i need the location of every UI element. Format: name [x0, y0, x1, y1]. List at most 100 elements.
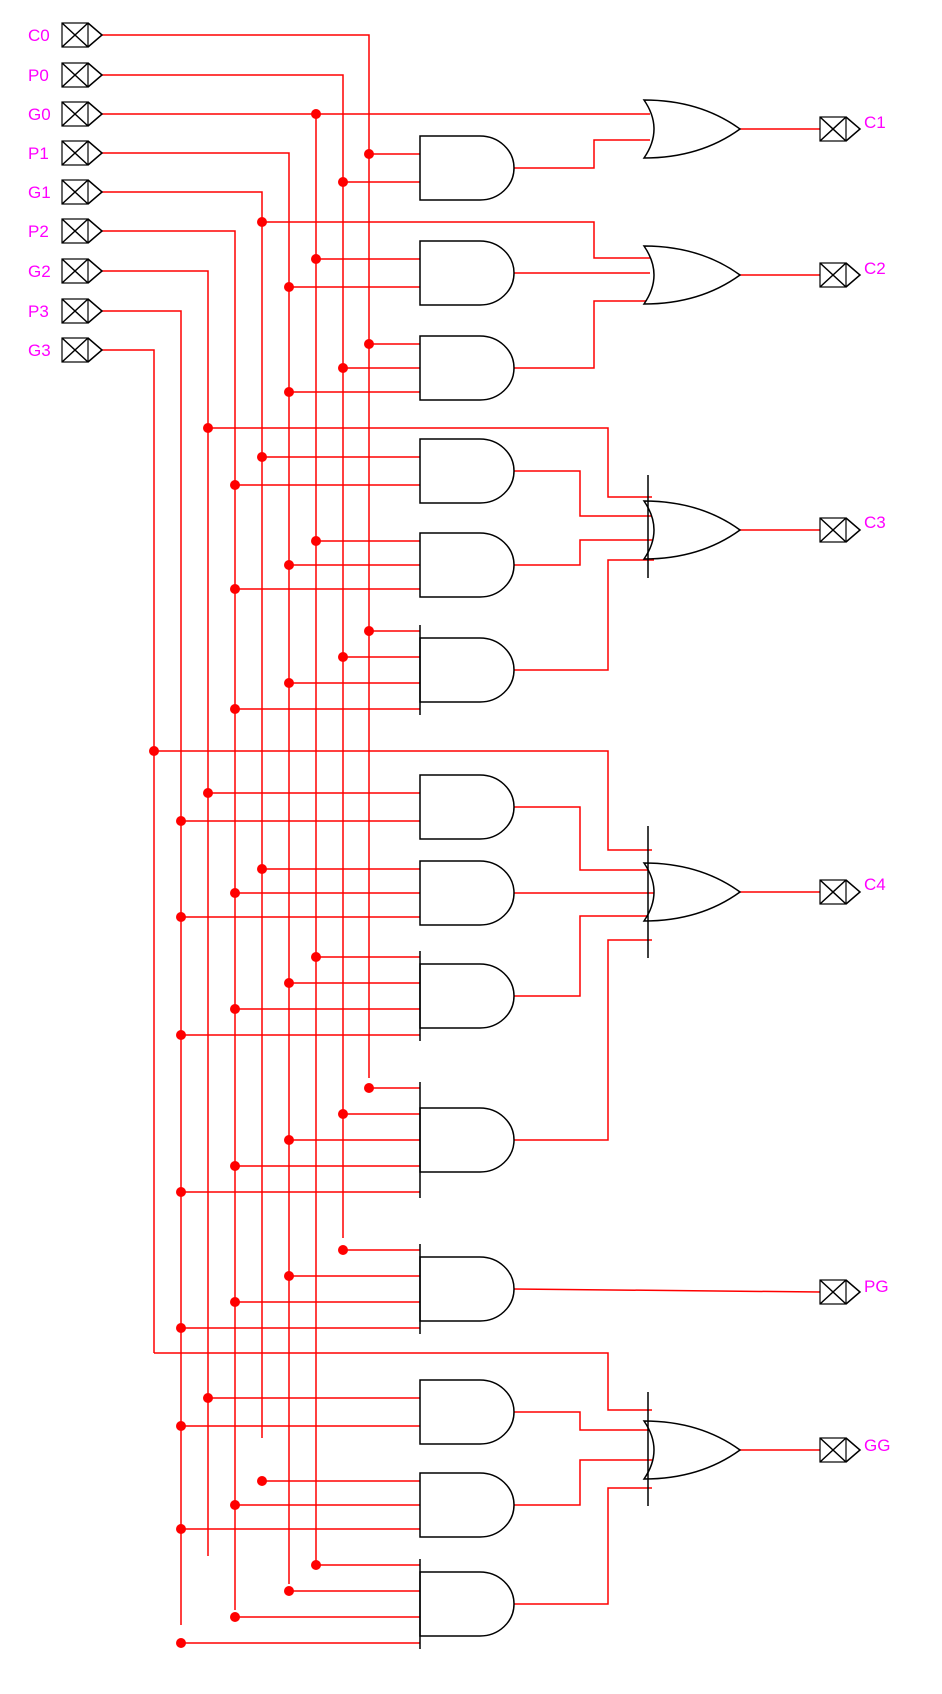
label-layer: C0 P0 G0 P1 G1 P2 G2 P3 G3 C1 C2 C3 C4 P… [28, 26, 890, 1455]
output-label-c4: C4 [864, 875, 886, 894]
input-bus-wire [102, 74, 344, 1238]
port-cross-icon [819, 1437, 847, 1463]
junction-dot [203, 1393, 213, 1403]
port-arrow-icon [87, 22, 104, 48]
output-label-c2: C2 [864, 259, 886, 278]
port-arrow-icon [87, 140, 104, 166]
port-cross-icon [61, 298, 89, 324]
junction-dot [284, 1135, 294, 1145]
and-to-or-wire [514, 470, 656, 517]
and-gate [419, 135, 515, 201]
port-arrow-icon [87, 337, 104, 363]
port-arrow-icon [845, 262, 862, 288]
junction-dot [230, 704, 240, 714]
input-bus-wire [102, 349, 155, 1353]
and-to-or-wire [514, 939, 652, 1141]
input-bus-wire [102, 191, 263, 1438]
junction-dot [338, 177, 348, 187]
junction-dot [311, 536, 321, 546]
and-to-or-wire [514, 1411, 656, 1431]
or-direct-wire [154, 750, 652, 851]
wire-layer [102, 34, 821, 1644]
junction-dot [257, 1476, 267, 1486]
port-cross-icon [61, 140, 89, 166]
output-label-c3: C3 [864, 513, 886, 532]
junction-dot [284, 560, 294, 570]
junction-dot [176, 1638, 186, 1648]
or-gate [642, 99, 742, 159]
port-arrow-icon [87, 62, 104, 88]
junction-dot [284, 978, 294, 988]
output-label-pg: PG [864, 1277, 889, 1296]
junction-dot [311, 952, 321, 962]
port-arrow-icon [87, 258, 104, 284]
junction-dot [284, 387, 294, 397]
junction-dot [338, 363, 348, 373]
port-arrow-icon [845, 879, 862, 905]
input-label-p3: P3 [28, 302, 49, 321]
junction-dot [364, 1083, 374, 1093]
and-gate [419, 532, 515, 598]
and-to-or-wire [514, 139, 650, 169]
and-gate [419, 1256, 515, 1322]
input-bus-wire [102, 230, 236, 1610]
junction-dot [284, 678, 294, 688]
junction-dot [311, 254, 321, 264]
and-to-or-wire [514, 1487, 652, 1605]
or-gate [642, 862, 742, 922]
junction-dot [203, 788, 213, 798]
and-gate [419, 438, 515, 504]
junction-dot [176, 1030, 186, 1040]
junction-dot [284, 1271, 294, 1281]
and-gate [419, 1379, 515, 1445]
junction-dot [176, 1323, 186, 1333]
input-label-g1: G1 [28, 183, 51, 202]
port-cross-icon [61, 101, 89, 127]
junction-dot [311, 109, 321, 119]
and-to-or-wire [514, 1459, 658, 1506]
port-cross-icon [819, 1279, 847, 1305]
port-cross-icon [819, 262, 847, 288]
and-to-or-wire [514, 300, 650, 369]
input-label-p0: P0 [28, 66, 49, 85]
and-to-or-wire [514, 915, 656, 997]
junction-dot [284, 1586, 294, 1596]
port-cross-icon [61, 179, 89, 205]
and-to-or-wire [514, 806, 656, 871]
port-arrow-icon [87, 218, 104, 244]
junction-dot [338, 652, 348, 662]
junction-dot [230, 1004, 240, 1014]
input-label-p2: P2 [28, 222, 49, 241]
input-bus-wire [102, 310, 182, 1625]
port-layer [61, 22, 862, 1463]
port-cross-icon [61, 218, 89, 244]
port-arrow-icon [87, 179, 104, 205]
port-arrow-icon [845, 1279, 862, 1305]
port-cross-icon [819, 517, 847, 543]
junction-dot [230, 888, 240, 898]
junction-dot [364, 626, 374, 636]
junction-dot [176, 816, 186, 826]
junction-dot [176, 1524, 186, 1534]
port-arrow-icon [845, 517, 862, 543]
junction-dot [284, 282, 294, 292]
port-cross-icon [819, 879, 847, 905]
junction-dot [257, 452, 267, 462]
or-direct-wire [262, 221, 650, 259]
and-gate [419, 963, 515, 1029]
input-label-g3: G3 [28, 341, 51, 360]
port-cross-icon [819, 116, 847, 142]
port-arrow-icon [845, 116, 862, 142]
input-bus-wire [102, 34, 370, 1078]
junction-dot [203, 423, 213, 433]
junction-dot [230, 584, 240, 594]
port-arrow-icon [87, 298, 104, 324]
port-cross-icon [61, 337, 89, 363]
junction-dot [176, 912, 186, 922]
port-cross-icon [61, 22, 89, 48]
and-gate [419, 240, 515, 306]
junction-layer [149, 109, 374, 1648]
or-direct-wire [208, 427, 652, 498]
junction-dot [176, 1421, 186, 1431]
junction-dot [230, 1612, 240, 1622]
